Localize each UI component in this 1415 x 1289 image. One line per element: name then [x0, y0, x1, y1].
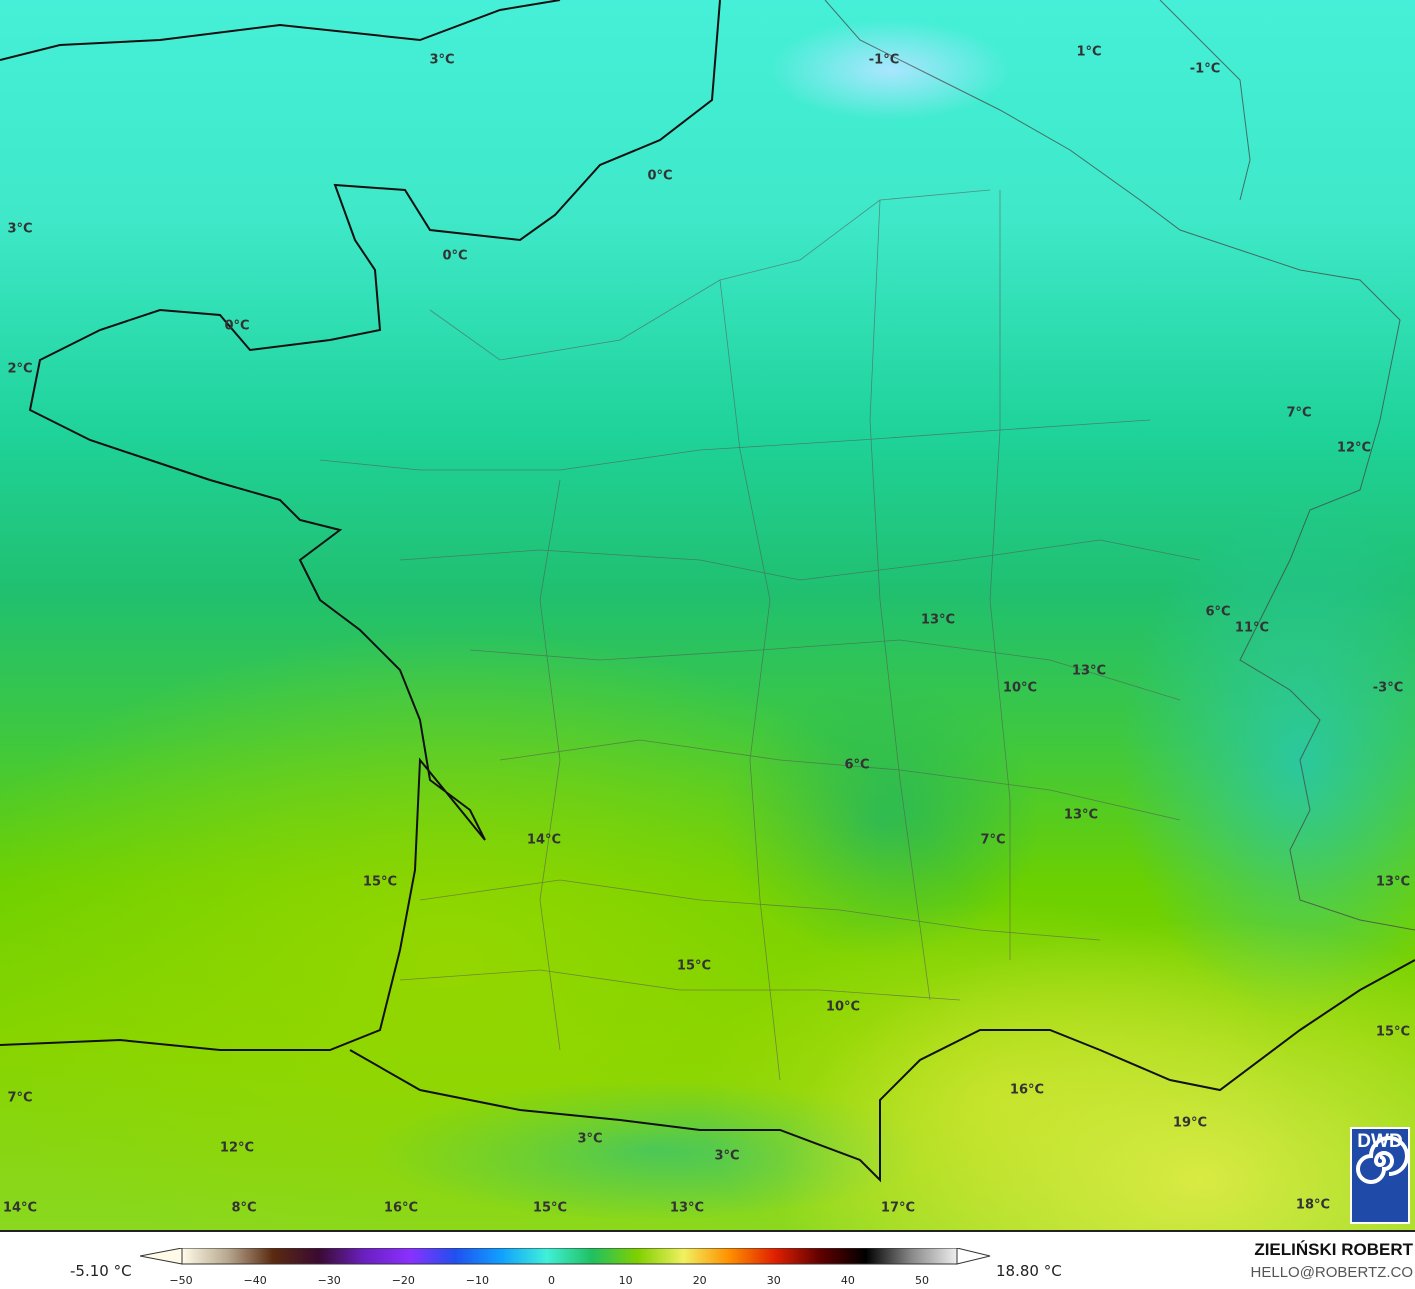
- temperature-label: 0°C: [224, 318, 250, 334]
- temperature-label: 8°C: [231, 1200, 257, 1216]
- temperature-label: 7°C: [7, 1090, 33, 1106]
- region-borders: [319, 189, 1201, 1081]
- colorbar-tick: 40: [840, 1274, 855, 1287]
- temperature-label: 12°C: [219, 1140, 255, 1156]
- author-credit: ZIELIŃSKI ROBERT: [1254, 1240, 1413, 1259]
- temperature-label: 14°C: [526, 832, 562, 848]
- colorbar-tick: 50: [915, 1274, 929, 1287]
- temperature-label: 15°C: [1375, 1024, 1411, 1040]
- temperature-label: 18°C: [1295, 1197, 1331, 1213]
- max-value: 18.80 °C: [996, 1262, 1062, 1280]
- temperature-label: 15°C: [676, 958, 712, 974]
- temperature-label: 3°C: [714, 1148, 740, 1164]
- temperature-label: 19°C: [1172, 1115, 1208, 1131]
- spiral-icon: [1356, 1136, 1408, 1184]
- temperature-label: 13°C: [1063, 807, 1099, 823]
- temperature-label: 3°C: [7, 221, 33, 237]
- temperature-map: 3°C -1°C 1°C -1°C 0°C 3°C 0°C 0°C 2°C 7°C 12°C 6°C 1…: [0, 0, 1415, 1230]
- temperature-label: 3°C: [429, 52, 455, 68]
- borders-overlay: [0, 0, 1415, 1183]
- dwd-logo: DWD: [1350, 1127, 1410, 1224]
- author-email: HELLO@ROBERTZ.CO: [1250, 1264, 1413, 1281]
- temperature-label: 1°C: [1076, 44, 1102, 60]
- temperature-label: 10°C: [1002, 680, 1038, 696]
- temperature-label: 11°C: [1234, 620, 1270, 636]
- colorbar-tick: −30: [317, 1274, 341, 1287]
- min-value: -5.10 °C: [70, 1262, 132, 1280]
- temperature-label: 16°C: [1009, 1082, 1045, 1098]
- temperature-label: 2°C: [7, 361, 33, 377]
- temperature-label: 13°C: [920, 612, 956, 628]
- temperature-label: 13°C: [1071, 663, 1107, 679]
- temperature-label: -1°C: [868, 52, 900, 68]
- colorbar-tick: −50: [169, 1274, 193, 1287]
- temperature-label: 6°C: [844, 757, 870, 773]
- country-borders: [824, 0, 1415, 931]
- temperature-label: 6°C: [1205, 604, 1231, 620]
- temperature-label: 7°C: [980, 832, 1006, 848]
- temperature-label: 0°C: [647, 168, 673, 184]
- colorbar-tick: 20: [692, 1274, 707, 1287]
- colorbar-tick: 30: [766, 1274, 781, 1287]
- temperature-label: 13°C: [669, 1200, 705, 1216]
- temperature-label: 10°C: [825, 999, 861, 1015]
- colorbar-legend: -5.10 °C −50 −40 −30 −20 −10 0 10 20 30 40 50 18.8…: [0, 1230, 1415, 1289]
- temperature-label: -3°C: [1372, 680, 1404, 696]
- colorbar-tick: −10: [465, 1274, 489, 1287]
- colorbar-tick: 10: [618, 1274, 633, 1287]
- coastline: [0, 0, 1415, 1183]
- temperature-label: 0°C: [442, 248, 468, 264]
- colorbar-tick: 0: [548, 1274, 555, 1287]
- temperature-label: -1°C: [1189, 61, 1221, 77]
- temperature-label: 12°C: [1336, 440, 1372, 456]
- temperature-label: 3°C: [577, 1131, 603, 1147]
- temperature-label: 15°C: [362, 874, 398, 890]
- temperature-label: 17°C: [880, 1200, 916, 1216]
- temperature-label: 7°C: [1286, 405, 1312, 421]
- temperature-label: 16°C: [383, 1200, 419, 1216]
- temperature-label: 13°C: [1375, 874, 1411, 890]
- colorbar: [140, 1248, 991, 1265]
- temperature-label: 15°C: [532, 1200, 568, 1216]
- temperature-label: 14°C: [2, 1200, 38, 1216]
- colorbar-tick: −20: [391, 1274, 415, 1287]
- colorbar-tick: −40: [243, 1274, 267, 1287]
